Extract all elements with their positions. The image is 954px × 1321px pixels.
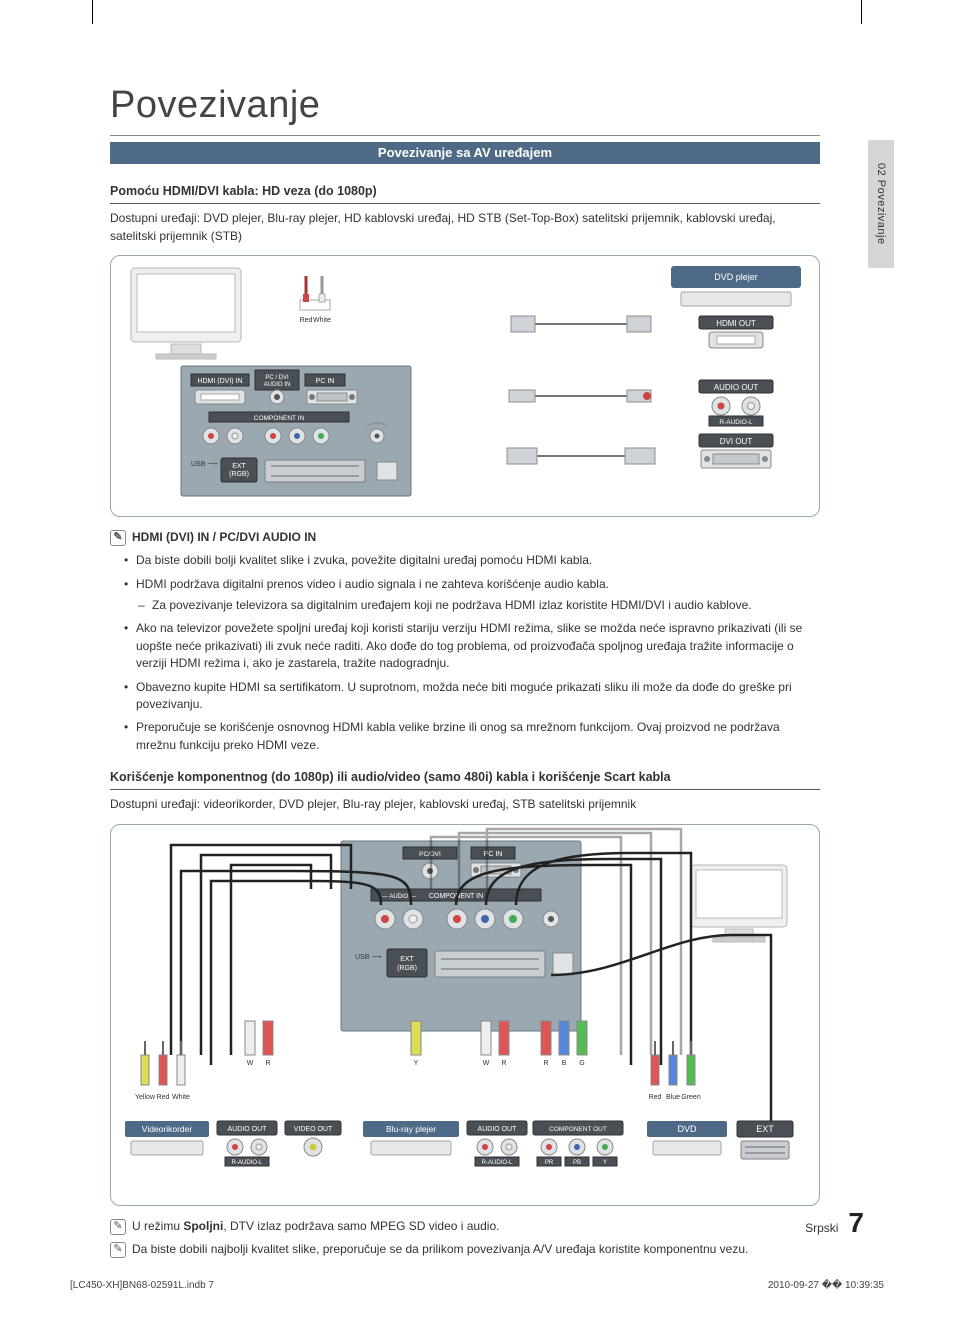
print-left: [LC450-XH]BN68-02591L.indb 7 — [70, 1280, 214, 1291]
svg-text:R: R — [265, 1060, 270, 1067]
bullet-3: Ako na televizor povežete spoljni uređaj… — [136, 620, 820, 672]
svg-text:AUDIO OUT: AUDIO OUT — [478, 1126, 518, 1133]
section-banner: Povezivanje sa AV uređajem — [110, 142, 820, 164]
svg-text:AUDIO OUT: AUDIO OUT — [228, 1126, 268, 1133]
svg-text:COMPONENT OUT: COMPONENT OUT — [549, 1126, 607, 1133]
svg-text:R: R — [543, 1060, 548, 1067]
subhead-component: Korišćenje komponentnog (do 1080p) ili a… — [110, 768, 820, 790]
svg-text:EXT: EXT — [756, 1124, 774, 1134]
bullet-1: Da biste dobili bolji kvalitet slike i z… — [136, 552, 820, 569]
svg-text:Red: Red — [649, 1094, 662, 1101]
lbl-pc-in: PC IN — [316, 378, 335, 385]
svg-text:Yellow: Yellow — [135, 1094, 156, 1101]
svg-text:Red: Red — [157, 1094, 170, 1101]
note-icon: ✎ — [110, 1219, 126, 1235]
note-icon: ✎ — [110, 530, 126, 546]
svg-text:EXT: EXT — [400, 956, 414, 963]
lead-component: Dostupni uređaji: videorikorder, DVD ple… — [110, 796, 820, 813]
svg-text:G: G — [579, 1060, 584, 1067]
print-right: 2010-09-27 �� 10:39:35 — [768, 1280, 884, 1291]
svg-text:R-AUDIO-L: R-AUDIO-L — [482, 1160, 513, 1166]
lbl-hdmi-dvi-in: HDMI (DVI) IN — [197, 378, 242, 385]
svg-text:EXT: EXT — [232, 463, 246, 470]
lbl-white: White — [313, 317, 331, 324]
dash-1: Za povezivanje televizora sa digitalnim … — [152, 597, 820, 614]
svg-text:B: B — [562, 1060, 567, 1067]
svg-text:(RGB): (RGB) — [397, 965, 417, 972]
svg-text:(RGB): (RGB) — [229, 471, 249, 478]
lbl-r-audio-l-1: R-AUDIO-L — [719, 419, 753, 426]
language-label: Srpski — [805, 1221, 838, 1235]
svg-text:PB: PB — [573, 1160, 581, 1166]
subhead-hdmi: Pomoću HDMI/DVI kabla: HD veza (do 1080p… — [110, 182, 820, 204]
svg-text:Y: Y — [414, 1060, 419, 1067]
svg-text:Blu-ray plejer: Blu-ray plejer — [386, 1124, 436, 1134]
lbl-hdmi-out: HDMI OUT — [716, 319, 756, 328]
lbl-dvi-out: DVI OUT — [720, 437, 753, 446]
diagram-hdmi: Red White HDMI (DVI) IN PC / DVI AUDIO I… — [110, 255, 820, 517]
note-title-hdmi: HDMI (DVI) IN / PC/DVI AUDIO IN — [132, 529, 316, 546]
print-line: [LC450-XH]BN68-02591L.indb 7 2010-09-27 … — [70, 1280, 884, 1291]
lbl-audio-out: AUDIO OUT — [714, 383, 759, 392]
bullet-5: Preporučuje se korišćenje osnovnog HDMI … — [136, 719, 820, 754]
page-footer: Srpski 7 — [805, 1207, 864, 1239]
lbl-red: Red — [300, 317, 313, 324]
svg-text:Videorikorder: Videorikorder — [142, 1124, 193, 1134]
diagram-component: PC/DVI PC IN COMPONENT IN — AUDIO — — [110, 824, 820, 1206]
page-title: Povezivanje — [110, 84, 894, 127]
svg-text:PC / DVI: PC / DVI — [265, 375, 289, 381]
bullet-4: Obavezno kupite HDMI sa sertifikatom. U … — [136, 679, 820, 714]
svg-text:Blue: Blue — [666, 1094, 680, 1101]
svg-text:R: R — [501, 1060, 506, 1067]
svg-text:W: W — [247, 1060, 254, 1067]
note-icon: ✎ — [110, 1242, 126, 1258]
svg-text:Green: Green — [681, 1094, 701, 1101]
svg-text:USB ⟶: USB ⟶ — [355, 954, 381, 961]
svg-text:Y: Y — [603, 1160, 607, 1166]
note-spoljni: ✎ U režimu Spoljni, DTV izlaz podržava s… — [110, 1218, 820, 1235]
note-head-hdmi: ✎ HDMI (DVI) IN / PC/DVI AUDIO IN — [110, 529, 820, 546]
lead-hdmi: Dostupni uređaji: DVD plejer, Blu-ray pl… — [110, 210, 820, 245]
content-area: Pomoću HDMI/DVI kabla: HD veza (do 1080p… — [110, 182, 820, 1259]
page-number: 7 — [848, 1207, 864, 1239]
note-component-best: ✎ Da biste dobili najbolji kvalitet slik… — [110, 1241, 820, 1258]
side-tab-text: 02 Povezivanje — [875, 163, 887, 245]
svg-text:White: White — [172, 1094, 190, 1101]
svg-text:DVD: DVD — [677, 1124, 697, 1134]
lbl-dvd-player: DVD plejer — [714, 272, 758, 282]
svg-text:VIDEO OUT: VIDEO OUT — [294, 1126, 333, 1133]
title-rule — [110, 135, 820, 136]
svg-text:USB ⟶: USB ⟶ — [191, 461, 217, 468]
svg-text:W: W — [483, 1060, 490, 1067]
svg-text:PR: PR — [545, 1160, 554, 1166]
svg-text:AUDIO IN: AUDIO IN — [264, 382, 291, 388]
bullets-hdmi: Da biste dobili bolji kvalitet slike i z… — [110, 552, 820, 754]
svg-text:R-AUDIO-L: R-AUDIO-L — [232, 1160, 263, 1166]
side-tab: 02 Povezivanje — [868, 140, 894, 268]
lbl-component-in: COMPONENT IN — [254, 415, 305, 422]
bullet-2: HDMI podržava digitalni prenos video i a… — [136, 576, 820, 615]
